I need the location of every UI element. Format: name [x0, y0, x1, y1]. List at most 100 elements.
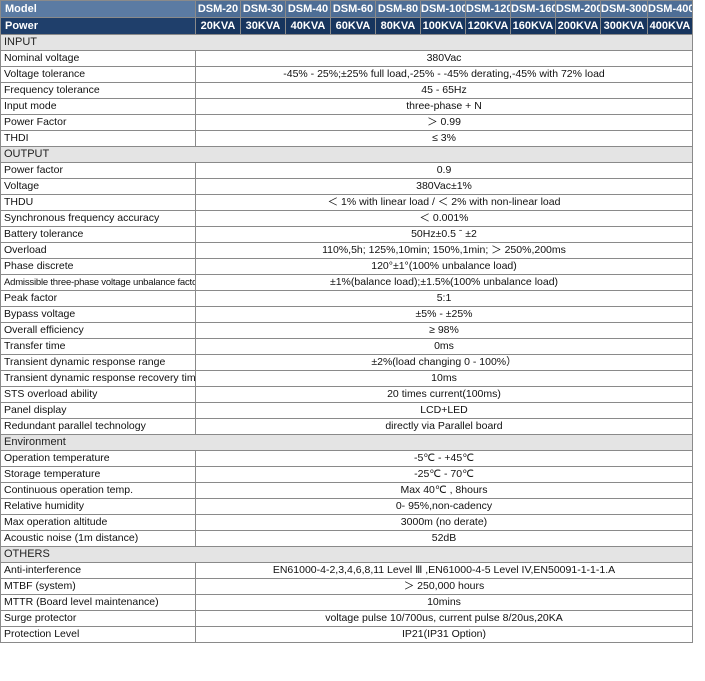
spec-table-body: INPUT Nominal voltage 380Vac Voltage tolera…: [0, 34, 693, 643]
spec-value: 20 times current(100ms): [195, 386, 693, 403]
power-header-cell: 30KVA: [240, 17, 286, 35]
spec-label: Max operation altitude: [0, 514, 196, 531]
power-header-cell: 100KVA: [420, 17, 466, 35]
spec-value: directly via Parallel board: [195, 418, 693, 435]
spec-value: 10mins: [195, 594, 693, 611]
spec-label: Voltage tolerance: [0, 66, 196, 83]
spec-value: IP21(IP31 Option): [195, 626, 693, 643]
model-header-label: Model: [0, 0, 196, 18]
spec-label: Input mode: [0, 98, 196, 115]
spec-row: Transfer time 0ms: [0, 338, 693, 355]
spec-row: Surge protector voltage pulse 10/700us, c…: [0, 610, 693, 627]
model-header-cell: DSM-200: [555, 0, 601, 18]
spec-value: 0.9: [195, 162, 693, 179]
model-header-cell: DSM-100: [420, 0, 466, 18]
spec-label: Transient dynamic response range: [0, 354, 196, 371]
spec-label: Phase discrete: [0, 258, 196, 275]
power-header-row: Power 20KVA 30KVA 40KVA 60KVA 80KVA 100KVA 120…: [0, 17, 693, 35]
spec-row: Power Factor ＞ 0.99: [0, 114, 693, 131]
spec-value: 120°±1°(100% unbalance load): [195, 258, 693, 275]
spec-row: Synchronous frequency accuracy ＜ 0.001%: [0, 210, 693, 227]
power-header-cell: 20KVA: [195, 17, 241, 35]
spec-value: -25℃ - 70℃: [195, 466, 693, 483]
spec-row: Operation temperature -5℃ - +45℃: [0, 450, 693, 467]
spec-label: Voltage: [0, 178, 196, 195]
section-title: OTHERS: [0, 546, 693, 563]
spec-row: Overload 110%,5h; 125%,10min; 150%,1min; …: [0, 242, 693, 259]
spec-row: MTTR (Board level maintenance) 10mins: [0, 594, 693, 611]
spec-value: ＞ 0.99: [195, 114, 693, 131]
model-header-cell: DSM-160: [510, 0, 556, 18]
spec-row: THDI ≤ 3%: [0, 130, 693, 147]
power-header-cell: 200KVA: [555, 17, 601, 35]
section-title: OUTPUT: [0, 146, 693, 163]
model-header-cell: DSM-40: [285, 0, 331, 18]
power-header-cell: 80KVA: [375, 17, 421, 35]
spec-row: Anti-interference EN61000-4-2,3,4,6,8,11 …: [0, 562, 693, 579]
spec-label: Transient dynamic response recovery time: [0, 370, 196, 387]
model-header-cell: DSM-30: [240, 0, 286, 18]
spec-label: Overload: [0, 242, 196, 259]
section-title: Environment: [0, 434, 693, 451]
spec-label: THDI: [0, 130, 196, 147]
spec-label: Battery tolerance: [0, 226, 196, 243]
spec-row: Overall efficiency ≥ 98%: [0, 322, 693, 339]
spec-row: STS overload ability 20 times current(100…: [0, 386, 693, 403]
spec-row: Storage temperature -25℃ - 70℃: [0, 466, 693, 483]
spec-row: Transient dynamic response range ±2%(load…: [0, 354, 693, 371]
spec-label: Synchronous frequency accuracy: [0, 210, 196, 227]
spec-row: Max operation altitude 3000m (no derate): [0, 514, 693, 531]
spec-row: Phase discrete 120°±1°(100% unbalance loa…: [0, 258, 693, 275]
spec-value: ±5% - ±25%: [195, 306, 693, 323]
spec-row: Relative humidity 0- 95%,non-cadency: [0, 498, 693, 515]
spec-value: -5℃ - +45℃: [195, 450, 693, 467]
model-header-cell: DSM-60: [330, 0, 376, 18]
spec-label: STS overload ability: [0, 386, 196, 403]
section-row: OTHERS: [0, 546, 693, 563]
power-header-cell: 60KVA: [330, 17, 376, 35]
spec-value: 110%,5h; 125%,10min; 150%,1min; ＞ 250%,2…: [195, 242, 693, 259]
spec-label: Acoustic noise (1m distance): [0, 530, 196, 547]
spec-value: three-phase + N: [195, 98, 693, 115]
spec-value: Max 40℃ , 8hours: [195, 482, 693, 499]
spec-row: Battery tolerance 50Hz±0.5 ˉ ±2: [0, 226, 693, 243]
spec-value: -45% - 25%;±25% full load,-25% - -45% de…: [195, 66, 693, 83]
model-header-cell: DSM-120: [465, 0, 511, 18]
model-header-cell: DSM-400: [647, 0, 693, 18]
section-row: INPUT: [0, 34, 693, 51]
spec-label: Transfer time: [0, 338, 196, 355]
section-title: INPUT: [0, 34, 693, 51]
spec-label: Protection Level: [0, 626, 196, 643]
spec-row: Bypass voltage ±5% - ±25%: [0, 306, 693, 323]
model-header-cell: DSM-20: [195, 0, 241, 18]
spec-label: Relative humidity: [0, 498, 196, 515]
model-header-cell: DSM-80: [375, 0, 421, 18]
spec-value: EN61000-4-2,3,4,6,8,11 Level Ⅲ ,EN61000-…: [195, 562, 693, 579]
spec-row: Input mode three-phase + N: [0, 98, 693, 115]
spec-row: Voltage 380Vac±1%: [0, 178, 693, 195]
spec-value: ±1%(balance load);±1.5%(100% unbalance l…: [195, 274, 693, 291]
spec-value: 45 - 65Hz: [195, 82, 693, 99]
spec-value: voltage pulse 10/700us, current pulse 8/…: [195, 610, 693, 627]
spec-label: Storage temperature: [0, 466, 196, 483]
spec-table: Model DSM-20 DSM-30 DSM-40 DSM-60 DSM-80 DSM-…: [0, 0, 693, 643]
spec-value: 50Hz±0.5 ˉ ±2: [195, 226, 693, 243]
spec-row: Acoustic noise (1m distance) 52dB: [0, 530, 693, 547]
spec-value: 0- 95%,non-cadency: [195, 498, 693, 515]
spec-label: Redundant parallel technology: [0, 418, 196, 435]
section-row: OUTPUT: [0, 146, 693, 163]
spec-row: Power factor 0.9: [0, 162, 693, 179]
spec-value: 380Vac±1%: [195, 178, 693, 195]
spec-label: Power factor: [0, 162, 196, 179]
power-header-label: Power: [0, 17, 196, 35]
spec-label: Anti-interference: [0, 562, 196, 579]
spec-label: Panel display: [0, 402, 196, 419]
model-header-row: Model DSM-20 DSM-30 DSM-40 DSM-60 DSM-80 DSM-…: [0, 0, 693, 18]
power-header-cell: 400KVA: [647, 17, 693, 35]
spec-value: 10ms: [195, 370, 693, 387]
spec-row: Peak factor 5:1: [0, 290, 693, 307]
power-header-cell: 120KVA: [465, 17, 511, 35]
spec-label: Admissible three-phase voltage unbalance…: [0, 274, 196, 291]
spec-value: 0ms: [195, 338, 693, 355]
spec-label: Operation temperature: [0, 450, 196, 467]
